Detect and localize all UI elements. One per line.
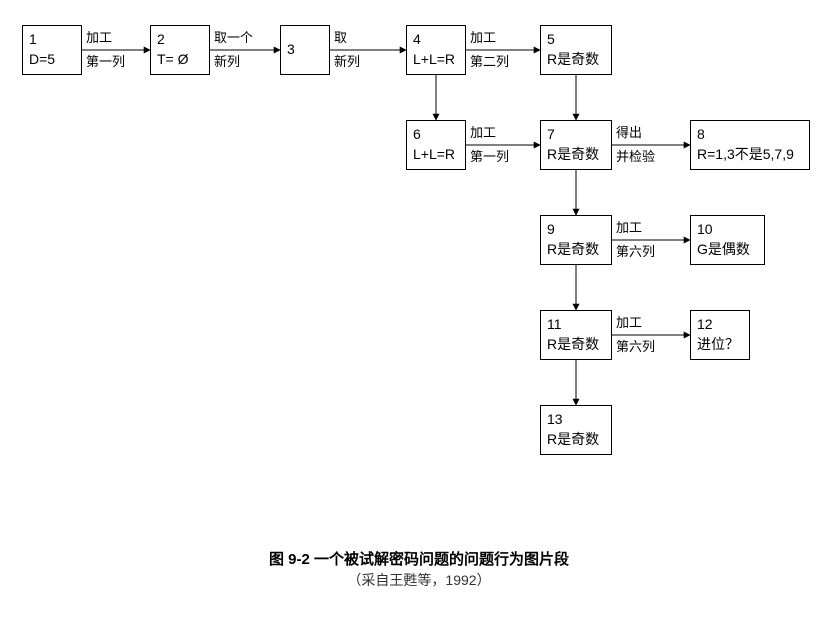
node-8: 8R=1,3不是5,7,9 — [690, 120, 810, 170]
node-id: 10 — [697, 220, 713, 240]
edge-label-top: 加工 — [86, 30, 112, 47]
node-id: 8 — [697, 125, 705, 145]
node-10: 10G是偶数 — [690, 215, 765, 265]
node-text: 进位？ — [697, 335, 739, 355]
edge-label-bottom: 第六列 — [616, 244, 655, 261]
node-3: 3 — [280, 25, 330, 75]
edge-label-bottom: 第一列 — [86, 54, 125, 71]
edge-label-top: 加工 — [470, 30, 496, 47]
node-text: R是奇数 — [547, 50, 599, 70]
edge-label-top: 得出 — [616, 125, 642, 142]
node-id: 9 — [547, 220, 555, 240]
node-id: 6 — [413, 125, 421, 145]
node-id: 5 — [547, 30, 555, 50]
edge-label-bottom: 新列 — [334, 54, 360, 71]
edge-label-top: 取 — [334, 30, 347, 47]
node-4: 4L+L=R — [406, 25, 466, 75]
node-7: 7R是奇数 — [540, 120, 612, 170]
node-text: T= Ø — [157, 50, 189, 70]
node-text: R是奇数 — [547, 145, 599, 165]
node-2: 2T= Ø — [150, 25, 210, 75]
node-13: 13R是奇数 — [540, 405, 612, 455]
node-text: R是奇数 — [547, 240, 599, 260]
edge-label-bottom: 第二列 — [470, 54, 509, 71]
node-1: 1D=5 — [22, 25, 82, 75]
node-id: 1 — [29, 30, 37, 50]
figure-caption-source: （采自王甦等，1992） — [0, 570, 838, 590]
edge-label-bottom: 新列 — [214, 54, 240, 71]
node-text: L+L=R — [413, 145, 455, 165]
node-id: 13 — [547, 410, 563, 430]
node-id: 11 — [547, 315, 562, 335]
node-id: 7 — [547, 125, 555, 145]
node-text: R是奇数 — [547, 430, 599, 450]
node-9: 9R是奇数 — [540, 215, 612, 265]
node-id: 4 — [413, 30, 421, 50]
edge-label-bottom: 并检验 — [616, 149, 655, 166]
node-id: 3 — [287, 40, 295, 60]
edge-label-top: 加工 — [616, 315, 642, 332]
edge-label-top: 加工 — [616, 220, 642, 237]
node-id: 12 — [697, 315, 713, 335]
figure-caption-title: 图 9-2 一个被试解密码问题的问题行为图片段 — [0, 548, 838, 569]
edge-label-bottom: 第六列 — [616, 339, 655, 356]
edge-label-bottom: 第一列 — [470, 149, 509, 166]
node-6: 6L+L=R — [406, 120, 466, 170]
node-12: 12进位？ — [690, 310, 750, 360]
node-text: L+L=R — [413, 50, 455, 70]
node-text: G是偶数 — [697, 240, 750, 260]
node-11: 11R是奇数 — [540, 310, 612, 360]
node-text: D=5 — [29, 50, 55, 70]
node-id: 2 — [157, 30, 165, 50]
node-text: R=1,3不是5,7,9 — [697, 145, 794, 165]
node-text: R是奇数 — [547, 335, 599, 355]
edge-label-top: 加工 — [470, 125, 496, 142]
node-5: 5R是奇数 — [540, 25, 612, 75]
edge-label-top: 取一个 — [214, 30, 253, 47]
